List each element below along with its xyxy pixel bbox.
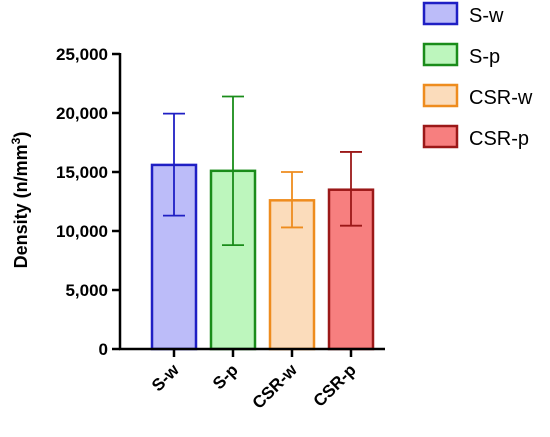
- legend-swatch-csr-p: [422, 124, 459, 149]
- y-tick-label: 20,000: [56, 104, 108, 123]
- y-tick-label: 10,000: [56, 222, 108, 241]
- legend: S-w S-p CSR-w CSR-p: [422, 1, 533, 150]
- error-bars-group: [163, 95, 362, 247]
- y-axis: 0 5,000 10,000 15,000 20,000 25,000: [56, 45, 122, 359]
- legend-swatch-s-p: [422, 42, 459, 67]
- y-axis-title-superscript: 3: [9, 137, 23, 144]
- x-tick-label-s-w: S-w: [148, 360, 183, 395]
- legend-label-s-p: S-p: [469, 46, 500, 68]
- y-axis-title-end: ): [11, 132, 31, 138]
- legend-label-csr-p: CSR-p: [469, 128, 529, 150]
- x-tick-label-csr-w: CSR-w: [249, 360, 302, 413]
- legend-label-s-w: S-w: [469, 5, 504, 27]
- x-axis: S-w S-p CSR-w CSR-p: [119, 347, 385, 413]
- y-tick-label: 25,000: [56, 45, 108, 64]
- x-tick-label-s-p: S-p: [209, 360, 242, 393]
- y-tick-label: 0: [99, 340, 108, 359]
- legend-label-csr-w: CSR-w: [469, 87, 533, 109]
- x-tick-label-csr-p: CSR-p: [310, 360, 360, 410]
- legend-swatch-csr-w: [422, 83, 459, 108]
- legend-swatch-s-w: [422, 1, 459, 26]
- y-tick-label: 15,000: [56, 163, 108, 182]
- y-axis-title-main: Density (n/mm: [11, 144, 31, 268]
- y-tick-label: 5,000: [65, 281, 108, 300]
- y-axis-title: Density (n/mm3): [9, 132, 31, 269]
- bars-group: [150, 163, 375, 351]
